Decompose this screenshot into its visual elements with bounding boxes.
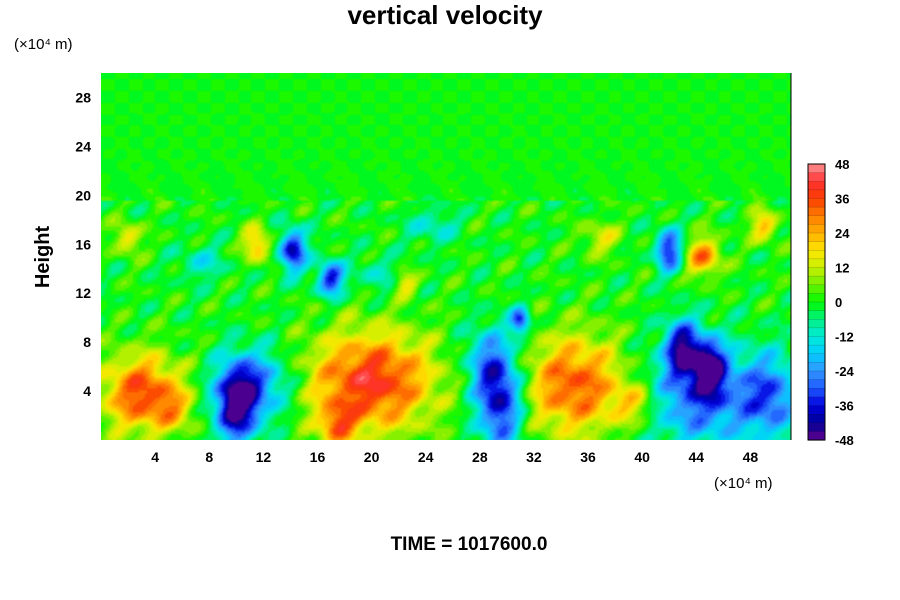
colorbar-band <box>807 301 826 312</box>
x-axis-unit: (×10⁴ m) <box>714 475 773 492</box>
colorbar-band <box>807 388 826 398</box>
y-axis-unit: (×10⁴ m) <box>14 36 73 53</box>
x-tick-label: 44 <box>689 449 705 465</box>
colorbar-band <box>807 293 826 303</box>
colorbar-band <box>807 189 826 200</box>
colorbar-tick-label: -36 <box>835 399 854 414</box>
colorbar-band <box>807 267 826 277</box>
colorbar-band <box>807 232 826 243</box>
colorbar-band <box>807 405 826 415</box>
x-tick-label: 8 <box>205 449 213 465</box>
x-tick-labels: 4 8 12 16 20 24 28 32 36 40 44 48 <box>151 449 758 465</box>
colorbar-frame <box>807 163 826 441</box>
colorbar-tick-label: 0 <box>835 295 842 310</box>
y-tick-label: 28 <box>75 89 91 105</box>
x-tick-label: 12 <box>256 449 272 465</box>
x-tick-label: 24 <box>418 449 434 465</box>
colorbar-band <box>807 215 826 226</box>
x-tick-label: 16 <box>310 449 326 465</box>
x-tick-label: 36 <box>580 449 596 465</box>
y-tick-label: 12 <box>75 285 91 301</box>
colorbar-band <box>807 344 826 355</box>
heatmap-field <box>101 73 791 440</box>
colorbar-band <box>807 431 826 441</box>
colorbar-band <box>807 241 826 251</box>
colorbar-band <box>807 275 826 286</box>
colorbar-band <box>807 370 826 381</box>
colorbar-tick-label: 36 <box>835 192 849 207</box>
colorbar-band <box>807 336 826 346</box>
x-tick-label: 20 <box>364 449 380 465</box>
y-tick-label: 16 <box>75 236 91 252</box>
colorbar-tick-label: 12 <box>835 261 849 276</box>
colorbar-band <box>807 284 826 295</box>
y-tick-label: 20 <box>75 187 91 203</box>
colorbar-band <box>807 250 826 260</box>
colorbar: 48 36 24 12 0 -12 -24 -36 -48 <box>807 157 855 448</box>
colorbar-tick-label: 48 <box>835 157 849 172</box>
plot-area <box>101 73 792 440</box>
colorbar-tick-label: -12 <box>835 330 854 345</box>
colorbar-band <box>807 422 826 433</box>
x-tick-label: 32 <box>526 449 542 465</box>
y-tick-label: 24 <box>75 138 91 154</box>
colorbar-band <box>807 379 826 389</box>
colorbar-band <box>807 163 826 174</box>
time-footer: TIME = 1017600.0 <box>391 534 548 555</box>
colorbar-tick-label: 24 <box>835 226 850 241</box>
y-axis-label: Height <box>32 226 54 289</box>
colorbar-tick-labels: 48 36 24 12 0 -12 -24 -36 -48 <box>835 157 855 448</box>
colorbar-band <box>807 362 826 372</box>
x-tick-label: 28 <box>472 449 488 465</box>
colorbar-band <box>807 181 826 191</box>
colorbar-band <box>807 206 826 217</box>
x-tick-label: 4 <box>151 449 159 465</box>
colorbar-band <box>807 396 826 407</box>
colorbar-band <box>807 327 826 338</box>
y-tick-label: 8 <box>83 334 91 350</box>
colorbar-band <box>807 258 826 269</box>
colorbar-band <box>807 224 826 234</box>
colorbar-band <box>807 172 826 182</box>
colorbar-tick-label: -24 <box>835 364 855 379</box>
colorbar-band <box>807 310 826 320</box>
colorbar-tick-label: -48 <box>835 433 854 448</box>
x-tick-label: 40 <box>634 449 650 465</box>
y-tick-labels: 4 8 12 16 20 24 28 <box>75 89 91 399</box>
colorbar-band <box>807 198 826 208</box>
colorbar-band <box>807 319 826 329</box>
colorbar-band <box>807 353 826 364</box>
y-tick-label: 4 <box>83 383 91 399</box>
colorbar-band <box>807 413 826 424</box>
chart-title: vertical velocity <box>347 0 543 30</box>
x-tick-label: 48 <box>743 449 759 465</box>
colorbar-bands <box>807 163 826 441</box>
